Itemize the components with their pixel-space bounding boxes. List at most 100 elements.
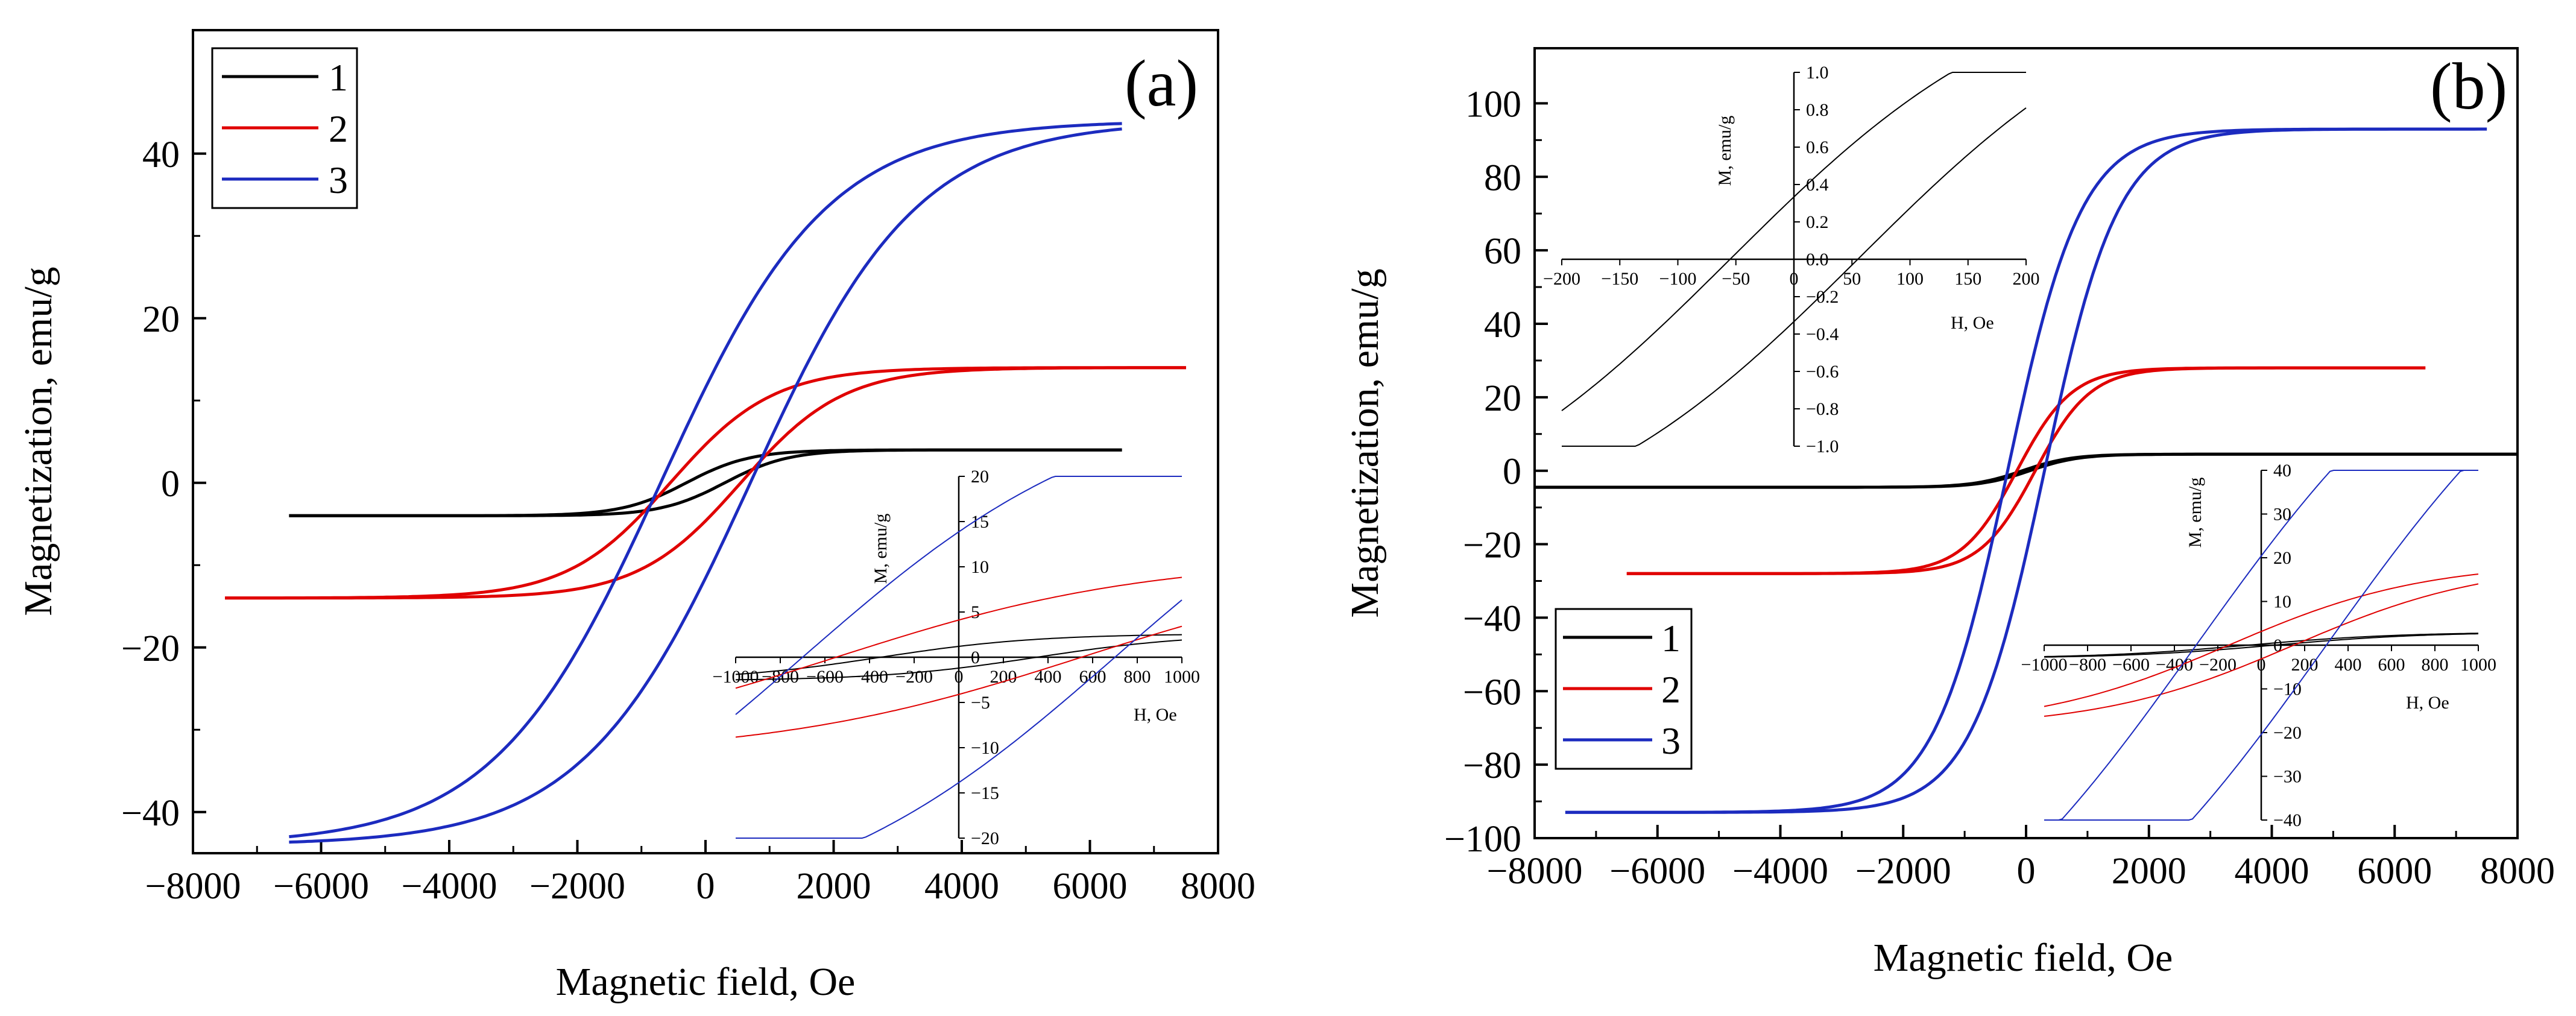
- panel-a-xtick-label: 8000: [1181, 866, 1255, 907]
- panel-b-inset-bottom-ytick-label: −30: [2273, 767, 2302, 787]
- panel-a-inset-xtick-label: 1000: [1164, 667, 1200, 687]
- panel-a-series-2-lower: [225, 366, 1186, 600]
- panel-b-inset-bottom-series-3-upper: [2044, 470, 2478, 821]
- panel-a-ticks: [192, 152, 1219, 853]
- panel-b-xtick-label: 4000: [2235, 851, 2309, 892]
- panel-b-inset-top-xtick-label: 150: [1954, 269, 1981, 289]
- panel-a-inset-xtick-label: −200: [895, 667, 933, 687]
- panel-b-inset-top-ytick-label: 0.0: [1806, 250, 1829, 270]
- panel-b-inset-top-ylabel: M, emu/g: [1715, 116, 1735, 186]
- panel-b-inset-bottom-curves: [2044, 470, 2479, 821]
- panel-b-inset-bottom-xtick-label: 200: [2291, 655, 2319, 675]
- panel-a-ylabel: Magnetization, emu/g: [16, 267, 60, 616]
- panel-b-inset-bottom-ytick-label: −20: [2273, 723, 2302, 743]
- panel-a-legend: 1 2 3: [211, 47, 358, 209]
- panel-a-inset-ytick-label: −20: [971, 828, 999, 848]
- panel-a-inset-ytick-label: 0: [971, 648, 980, 667]
- panel-a-legend-label-3: 3: [329, 159, 348, 201]
- panel-b-inset-bottom-xlabel: H, Oe: [2406, 693, 2449, 713]
- panel-a-legend-label-1: 1: [329, 56, 348, 99]
- panel-a-inset-ytick-label: −10: [971, 738, 999, 758]
- panel-a-curves: [225, 122, 1186, 844]
- panel-b-inset-bottom-ytick-label: 20: [2273, 548, 2291, 568]
- panel-b-inset-bottom-ytick-label: 10: [2273, 592, 2291, 612]
- panel-b-inset-top-xtick-label: −150: [1601, 269, 1638, 289]
- panel-a-xtick-label: 2000: [797, 866, 871, 907]
- panel-b-inset-bottom-xtick-label: −800: [2069, 655, 2106, 675]
- panel-b-legend-label-1: 1: [1661, 617, 1681, 660]
- panel-b-ytick-label: 20: [1484, 378, 1521, 419]
- panel-b-legend: 1 2 3: [1555, 608, 1693, 770]
- panel-a-legend-label-2: 2: [329, 107, 348, 150]
- panel-b-inset-bottom-series-2-lower: [2044, 583, 2479, 717]
- panel-a-ytick-label: −20: [121, 628, 180, 669]
- panel-b-xtick-label: −4000: [1732, 851, 1828, 892]
- panel-b-frame: [1533, 47, 2519, 839]
- panel-b-ytick-label: 80: [1484, 157, 1521, 198]
- panel-b-legend-label-3: 3: [1661, 719, 1681, 762]
- panel-b-series-1-lower: [1535, 452, 2518, 489]
- panel-b-inset-top: −200 −150 −100 −50 0 50 100 150 200 −1.0 −0.8 −0.6 −…: [1543, 63, 2039, 456]
- panel-a-xtick-label: 0: [696, 866, 715, 907]
- panel-a-frame: [192, 29, 1219, 854]
- panel-a-inset-xlabel: H, Oe: [1134, 705, 1177, 725]
- panel-b-label: (b): [2430, 49, 2507, 123]
- panel-a-inset-series-1-upper: [735, 634, 1182, 675]
- panel-b-xtick-label: 0: [2017, 851, 2036, 892]
- panel-b-inset-top-xtick-label: −100: [1659, 269, 1697, 289]
- panel-b-inset-top-xtick-label: 50: [1843, 269, 1861, 289]
- panel-b-xtick-label: −6000: [1609, 851, 1705, 892]
- panel-a-xtick-label: 4000: [924, 866, 999, 907]
- panel-a-inset-xtick-label: 200: [990, 667, 1017, 687]
- panel-b-inset-top-xtick-label: −50: [1722, 269, 1750, 289]
- panel-b-series-2-lower: [1626, 366, 2426, 575]
- panel-a-series-1-lower: [289, 448, 1122, 517]
- panel-b-inset-top-ytick-label: 1.0: [1806, 63, 1829, 83]
- panel-b-ytick-label: 100: [1465, 84, 1521, 125]
- panel-a-series-1-upper: [289, 448, 1122, 517]
- panel-b-inset-top-ytick-label: −0.2: [1806, 287, 1839, 307]
- panel-a-xtick-label: −4000: [402, 866, 497, 907]
- panel-a: −8000 −6000 −4000 −2000 0 2000 4000 6000 8000−40…: [16, 29, 1255, 1004]
- panel-b-ytick-label: 40: [1484, 304, 1521, 346]
- panel-b-ytick-label: 60: [1484, 231, 1521, 272]
- panel-b-inset-bottom-ytick-label: −10: [2273, 680, 2302, 699]
- panel-a-label: (a): [1125, 46, 1198, 120]
- panel-a-inset: −1000 −800 −600 −400 −200 0 200 400 600 800 1000−2…: [713, 467, 1200, 848]
- panel-b-inset-top-series-1-lower: [1562, 107, 2027, 447]
- panel-b-inset-top-curves: [1561, 72, 2027, 447]
- panel-a-inset-series-3-upper: [735, 476, 1182, 715]
- panel-b-ytick-label: −40: [1463, 598, 1521, 639]
- panel-a-xlabel: Magnetic field, Oe: [556, 960, 856, 1004]
- panel-b-tick-labels: −8000 −6000 −4000 −2000 0 2000 4000 6000 8000−10…: [1444, 84, 2555, 892]
- panel-a-inset-series-1-lower: [735, 639, 1182, 681]
- panel-b-inset-top-xtick-label: −200: [1543, 269, 1580, 289]
- panel-b-inset-bottom-series-2-upper: [2044, 573, 2479, 707]
- panel-b-inset-top-axes: −200 −150 −100 −50 0 50 100 150 200 −1.0 −0.8 −0.6 −…: [1543, 63, 2039, 456]
- panel-b-inset-top-ytick-label: −1.0: [1806, 437, 1839, 456]
- panel-a-series-3-upper: [289, 127, 1122, 844]
- panel-a-ytick-label: 40: [142, 134, 180, 175]
- panel-a-inset-ytick-label: 10: [971, 557, 989, 577]
- panel-b-inset-bottom-ytick-label: 40: [2273, 461, 2291, 481]
- panel-a-inset-series-2-lower: [735, 625, 1182, 738]
- panel-b-xtick-label: −2000: [1855, 851, 1951, 892]
- panel-b-inset-top-ytick-label: −0.6: [1806, 362, 1839, 382]
- panel-a-inset-xtick-label: 0: [955, 667, 964, 687]
- panel-b-inset-bottom-xtick-label: 400: [2335, 655, 2362, 675]
- panel-b-ytick-label: −20: [1463, 525, 1521, 566]
- panel-b-ytick-label: 0: [1503, 452, 1521, 493]
- panel-b-inset-bottom-xtick-label: −1000: [2021, 655, 2068, 675]
- panel-b-inset-bottom-xtick-label: 1000: [2460, 655, 2496, 675]
- panel-b-inset-bottom-xtick-label: 600: [2378, 655, 2405, 675]
- panel-b-inset-bottom-xtick-label: −600: [2112, 655, 2150, 675]
- panel-b-ylabel: Magnetization, emu/g: [1343, 268, 1387, 617]
- panel-b-xtick-label: 6000: [2357, 851, 2432, 892]
- panel-a-inset-series-3-lower: [736, 599, 1182, 839]
- panel-a-inset-ytick-label: −15: [971, 783, 999, 803]
- panel-b-inset-bottom-series-1-upper: [2044, 633, 2479, 657]
- panel-b-curves: [1535, 127, 2518, 814]
- panel-b-inset-bottom-xtick-label: −200: [2199, 655, 2237, 675]
- panel-a-ytick-label: 20: [142, 299, 180, 340]
